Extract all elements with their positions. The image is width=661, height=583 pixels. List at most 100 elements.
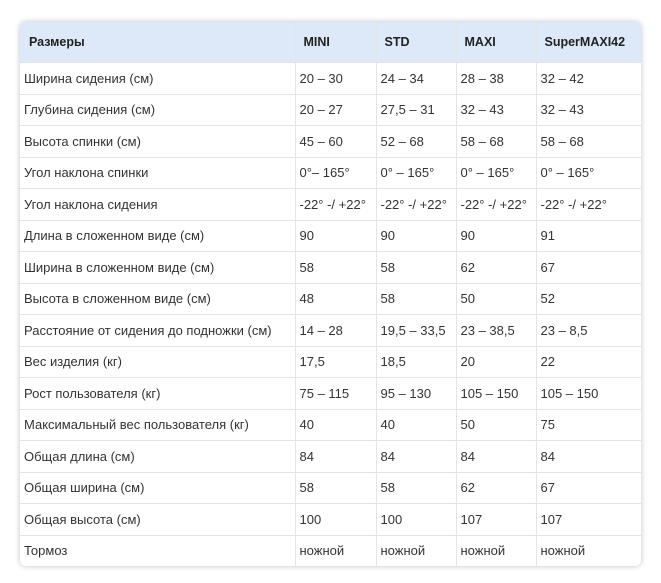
cell: 75 – 115 [295,377,377,410]
cell: 105 – 150 [536,377,641,410]
cell: 45 – 60 [295,125,377,158]
cell: 58 [376,251,457,284]
cell: 91 [536,220,641,252]
cell: 84 [376,440,457,473]
cell: 40 [376,409,457,441]
cell: 48 [295,283,377,315]
cell: ножной [540,543,586,559]
cell: 62 [456,472,537,504]
cell: 84 [295,440,377,473]
cell: 58 – 68 [456,125,537,158]
table-row: Длина в сложенном виде (см) 90 90 90 91 [20,220,641,252]
cell: 19,5 – 33,5 [376,314,457,347]
table-row: Угол наклона сидения -22° -/ +22° -22° -/ … [20,188,641,221]
cell: 90 [456,220,537,252]
table-row: Рост пользователя (кг) 75 – 115 95 – 130 10… [20,377,641,410]
cell: 58 [295,472,377,504]
cell: 58 – 68 [536,125,641,158]
header-cell: MAXI [456,22,537,63]
cell: 90 [376,220,457,252]
header-row: Размеры MINI STD MAXI SuperMAXI42 [20,22,641,63]
cell: 28 – 38 [456,62,537,95]
cell: 58 [376,283,457,315]
cell: 52 [536,283,641,315]
cell: 95 – 130 [376,377,457,410]
table-row: Вес изделия (кг) 17,5 18,5 20 22 [20,346,641,378]
cell: 23 – 38,5 [456,314,537,347]
table-row: Ширина сидения (см) 20 – 30 24 – 34 28 – 38… [20,62,641,95]
table-row: Высота спинки (см) 45 – 60 52 – 68 58 – 68 5… [20,125,641,158]
cell: 84 [456,440,537,473]
cell: 0°– 165° [295,157,377,189]
cell: 52 – 68 [376,125,457,158]
size-table: Размеры MINI STD MAXI SuperMAXI42 Ширина сид… [20,22,641,566]
row-label: Длина в сложенном виде (см) [20,220,296,252]
cell: 32 – 43 [456,94,537,126]
row-label: Общая длина (см) [20,440,296,473]
row-label: Угол наклона спинки [20,157,296,189]
row-label: Максимальный вес пользователя (кг) [20,409,296,441]
cell: 50 [456,283,537,315]
cell: ножной [376,535,457,566]
row-label: Ширина сидения (см) [20,62,296,95]
cell: 90 [295,220,377,252]
table-row: Ширина в сложенном виде (см) 58 58 62 67 [20,251,641,284]
cell: 32 – 43 [536,94,641,126]
table-row: Угол наклона спинки 0°– 165° 0° – 165° 0° –… [20,157,641,189]
table-header: Размеры MINI STD MAXI SuperMAXI42 [20,22,641,63]
cell: 105 – 150 [456,377,537,410]
cell: 20 [456,346,537,378]
table-row: Тормоз ножной ножной ножной ножной [20,535,641,566]
cell: 22 [536,346,641,378]
cell: 58 [376,472,457,504]
cell: -22° -/ +22° [536,188,641,221]
cell: 100 [376,503,457,536]
cell: -22° -/ +22° [295,188,377,221]
cell: 14 – 28 [295,314,377,347]
table-card: Размеры MINI STD MAXI SuperMAXI42 Ширина сид… [20,22,641,566]
cell: 0° – 165° [456,157,537,189]
table-row: Общая высота (см) 100 100 107 107 [20,503,641,536]
row-label: Рост пользователя (кг) [20,377,296,410]
cell: 58 [295,251,377,284]
row-label: Угол наклона сидения [20,188,296,221]
cell: 17,5 [295,346,377,378]
cell: 27,5 – 31 [376,94,457,126]
cell: 18,5 [376,346,457,378]
cell: 107 [536,503,641,536]
row-label: Расстояние от сидения до подножки (см) [20,314,296,347]
cell: 84 [536,440,641,473]
table-row: Максимальный вес пользователя (кг) 40 40 50… [20,409,641,441]
cell: 20 – 30 [295,62,377,95]
row-label: Вес изделия (кг) [20,346,296,378]
cell: 0° – 165° [536,157,641,189]
cell: ножной [295,535,377,566]
cell: 75 [536,409,641,441]
header-cell: Размеры [20,22,296,63]
row-label: Ширина в сложенном виде (см) [20,251,296,284]
cell: 24 – 34 [376,62,457,95]
cell: ножной [456,535,537,566]
cell: 107 [456,503,537,536]
row-label: Глубина сидения (см) [20,94,296,126]
cell: 100 [295,503,377,536]
cell: 23 – 8,5 [536,314,641,347]
row-label: Тормоз [20,535,296,566]
cell: 67 [536,472,641,504]
table-row: Высота в сложенном виде (см) 48 58 50 52 [20,283,641,315]
table-row: Расстояние от сидения до подножки (см) 14… [20,314,641,347]
table-row: Глубина сидения (см) 20 – 27 27,5 – 31 32 –… [20,94,641,126]
cell: 40 [295,409,377,441]
row-label: Общая высота (см) [20,503,296,536]
cell: 32 – 42 [536,62,641,95]
cell: 0° – 165° [376,157,457,189]
cell: -22° -/ +22° [456,188,537,221]
cell: 62 [456,251,537,284]
header-cell: SuperMAXI42 [536,22,641,63]
header-cell: STD [376,22,457,63]
table-body: Ширина сидения (см) 20 – 30 24 – 34 28 – 38… [20,62,641,566]
row-label: Высота в сложенном виде (см) [20,283,296,315]
cell: 20 – 27 [295,94,377,126]
cell: 50 [456,409,537,441]
